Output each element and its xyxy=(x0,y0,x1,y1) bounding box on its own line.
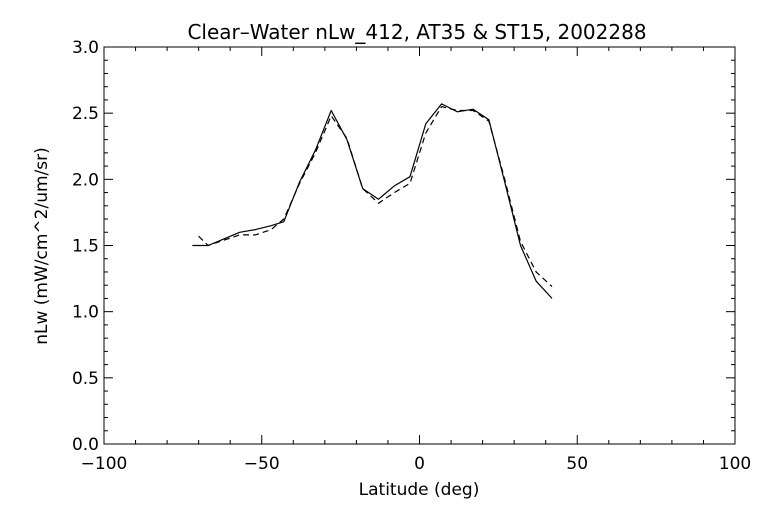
x-tick-label: 100 xyxy=(719,454,751,474)
chart-title: Clear–Water nLw_412, AT35 & ST15, 200228… xyxy=(187,20,646,44)
series-line-dashed xyxy=(198,105,553,287)
x-tick-label: 0 xyxy=(414,454,425,474)
y-axis-label: nLw (mW/cm^2/um/sr) xyxy=(32,147,52,345)
x-tick-label: 50 xyxy=(566,454,588,474)
y-tick-label: 2.0 xyxy=(72,170,99,190)
x-tick-label: −50 xyxy=(244,454,280,474)
x-axis-label: Latitude (deg) xyxy=(359,480,480,500)
x-axis-tick-labels: −100 −50 0 50 100 xyxy=(81,454,752,474)
y-axis-tick-labels: 0.0 0.5 1.0 1.5 2.0 2.5 3.0 xyxy=(72,38,99,455)
y-tick-label: 2.5 xyxy=(72,104,99,124)
series-line-solid xyxy=(192,103,553,299)
y-tick-label: 0.0 xyxy=(72,435,99,455)
y-axis-ticks xyxy=(104,46,735,445)
x-tick-label: −100 xyxy=(81,454,128,474)
y-tick-label: 3.0 xyxy=(72,38,99,58)
series-lines xyxy=(192,103,553,299)
y-tick-label: 0.5 xyxy=(72,369,99,389)
y-tick-label: 1.0 xyxy=(72,303,99,323)
y-tick-label: 1.5 xyxy=(72,237,99,257)
x-axis-ticks xyxy=(103,47,736,444)
